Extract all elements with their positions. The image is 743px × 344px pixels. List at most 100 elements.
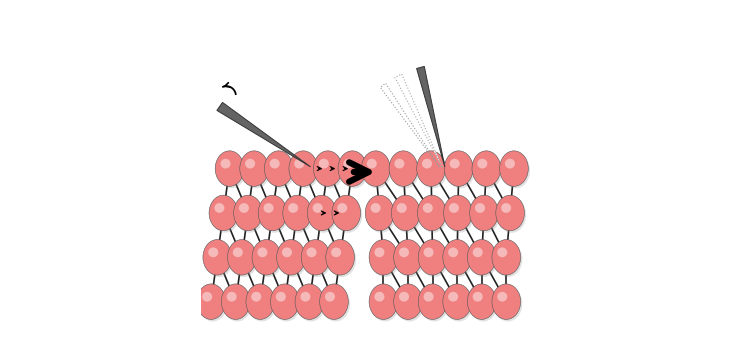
Ellipse shape — [272, 286, 301, 321]
Ellipse shape — [233, 195, 262, 231]
Ellipse shape — [419, 197, 448, 233]
Ellipse shape — [443, 284, 472, 320]
Ellipse shape — [236, 197, 264, 233]
Ellipse shape — [285, 197, 313, 233]
Ellipse shape — [245, 159, 255, 169]
Ellipse shape — [296, 286, 325, 321]
Ellipse shape — [394, 284, 422, 320]
Ellipse shape — [331, 247, 341, 257]
Ellipse shape — [498, 197, 526, 233]
Polygon shape — [217, 103, 311, 167]
Ellipse shape — [497, 292, 507, 302]
Ellipse shape — [260, 197, 288, 233]
Ellipse shape — [343, 159, 354, 169]
Ellipse shape — [499, 151, 528, 186]
Ellipse shape — [301, 239, 330, 275]
Ellipse shape — [448, 247, 458, 257]
Ellipse shape — [374, 292, 384, 302]
Ellipse shape — [417, 151, 445, 186]
Ellipse shape — [399, 247, 409, 257]
Ellipse shape — [444, 286, 473, 321]
Ellipse shape — [307, 247, 317, 257]
Ellipse shape — [399, 292, 409, 302]
Ellipse shape — [473, 292, 483, 302]
Ellipse shape — [340, 153, 369, 189]
Ellipse shape — [422, 159, 432, 169]
Ellipse shape — [254, 241, 282, 277]
Ellipse shape — [367, 197, 395, 233]
Ellipse shape — [424, 247, 434, 257]
Ellipse shape — [418, 195, 446, 231]
Ellipse shape — [369, 239, 398, 275]
Ellipse shape — [420, 241, 449, 277]
Ellipse shape — [338, 151, 367, 186]
Ellipse shape — [295, 284, 324, 320]
Ellipse shape — [446, 153, 475, 189]
Ellipse shape — [371, 286, 400, 321]
Ellipse shape — [315, 153, 344, 189]
Ellipse shape — [444, 241, 473, 277]
Ellipse shape — [477, 159, 487, 169]
Ellipse shape — [470, 195, 499, 231]
Ellipse shape — [366, 195, 394, 231]
Ellipse shape — [319, 284, 348, 320]
Ellipse shape — [363, 153, 392, 189]
Ellipse shape — [223, 286, 252, 321]
Ellipse shape — [469, 286, 498, 321]
Ellipse shape — [423, 203, 433, 213]
Ellipse shape — [325, 292, 335, 302]
Ellipse shape — [418, 284, 447, 320]
Ellipse shape — [229, 241, 258, 277]
Ellipse shape — [215, 151, 244, 186]
Ellipse shape — [270, 159, 279, 169]
Ellipse shape — [279, 241, 307, 277]
Ellipse shape — [444, 151, 473, 186]
Polygon shape — [417, 66, 445, 167]
Ellipse shape — [397, 203, 406, 213]
Ellipse shape — [264, 203, 273, 213]
Ellipse shape — [294, 159, 305, 169]
Ellipse shape — [303, 241, 331, 277]
Ellipse shape — [239, 203, 249, 213]
Ellipse shape — [204, 241, 233, 277]
Ellipse shape — [325, 239, 354, 275]
Ellipse shape — [369, 284, 398, 320]
Ellipse shape — [332, 195, 360, 231]
Ellipse shape — [443, 239, 472, 275]
Ellipse shape — [424, 292, 434, 302]
Ellipse shape — [389, 151, 418, 186]
Ellipse shape — [420, 286, 449, 321]
Ellipse shape — [371, 203, 380, 213]
Ellipse shape — [472, 151, 501, 186]
Ellipse shape — [493, 241, 522, 277]
Ellipse shape — [257, 247, 267, 257]
Ellipse shape — [241, 153, 270, 189]
Ellipse shape — [450, 159, 460, 169]
Ellipse shape — [289, 151, 317, 186]
Ellipse shape — [392, 195, 420, 231]
Ellipse shape — [227, 239, 256, 275]
Ellipse shape — [418, 239, 447, 275]
Ellipse shape — [444, 195, 473, 231]
Ellipse shape — [221, 159, 230, 169]
Ellipse shape — [467, 239, 496, 275]
Ellipse shape — [209, 195, 238, 231]
Ellipse shape — [251, 292, 262, 302]
Ellipse shape — [467, 284, 496, 320]
Ellipse shape — [314, 151, 343, 186]
Ellipse shape — [309, 197, 338, 233]
Ellipse shape — [418, 153, 447, 189]
Ellipse shape — [448, 292, 458, 302]
Ellipse shape — [276, 239, 305, 275]
Ellipse shape — [361, 151, 390, 186]
Ellipse shape — [393, 197, 422, 233]
Ellipse shape — [203, 239, 232, 275]
Ellipse shape — [300, 292, 311, 302]
Ellipse shape — [449, 203, 459, 213]
Ellipse shape — [497, 247, 507, 257]
Ellipse shape — [475, 203, 485, 213]
Ellipse shape — [217, 153, 246, 189]
Ellipse shape — [374, 247, 384, 257]
Ellipse shape — [492, 239, 521, 275]
Ellipse shape — [288, 203, 298, 213]
